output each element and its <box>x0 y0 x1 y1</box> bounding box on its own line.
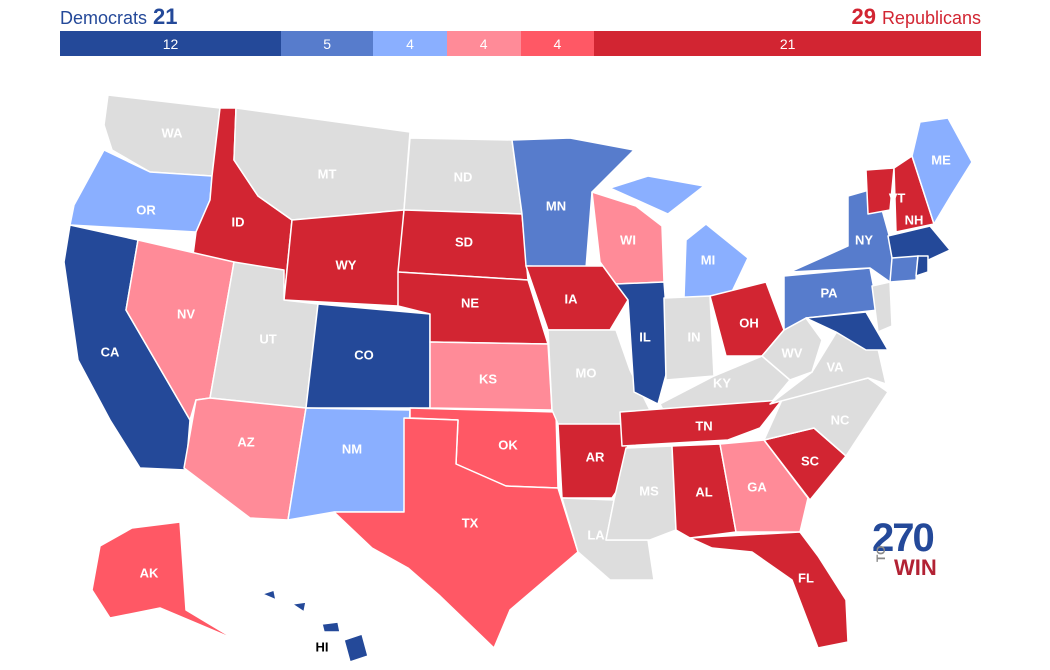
state-label-co: CO <box>354 347 374 362</box>
state-label-ny: NY <box>855 232 873 247</box>
state-ct[interactable] <box>889 255 919 283</box>
state-label-ca: CA <box>101 344 120 359</box>
270towin-logo[interactable]: 270 TO WIN <box>872 518 942 584</box>
democrats-total: Democrats 21 <box>60 4 184 30</box>
state-ri[interactable] <box>915 255 929 277</box>
state-label-ok: OK <box>498 437 518 452</box>
state-label-il: IL <box>639 329 651 344</box>
democrats-count: 21 <box>153 4 178 29</box>
state-al[interactable] <box>671 443 737 539</box>
state-label-or: OR <box>136 202 156 217</box>
state-label-ky: KY <box>713 375 731 390</box>
state-mn[interactable] <box>511 137 635 269</box>
state-label-wy: WY <box>336 257 357 272</box>
state-label-mi: MI <box>701 252 715 267</box>
republicans-total: 29 Republicans <box>845 4 981 30</box>
bar-segment: 5 <box>281 31 374 56</box>
state-me[interactable] <box>911 117 973 225</box>
state-label-ks: KS <box>479 371 497 386</box>
state-mi[interactable] <box>609 175 749 299</box>
state-label-in: IN <box>688 329 701 344</box>
bar-segment: 12 <box>60 31 282 56</box>
logo-to: TO <box>874 545 888 562</box>
logo-win: WIN <box>894 555 937 580</box>
state-label-la: LA <box>587 527 605 542</box>
bar-segment: 21 <box>594 31 982 56</box>
state-label-hi: HI <box>316 639 329 654</box>
state-label-sd: SD <box>455 234 473 249</box>
state-label-sc: SC <box>801 453 820 468</box>
state-label-wa: WA <box>162 125 184 140</box>
state-ma[interactable] <box>887 225 951 263</box>
state-label-pa: PA <box>820 285 838 300</box>
state-ak[interactable] <box>91 521 237 641</box>
state-nm[interactable] <box>287 407 411 521</box>
state-label-az: AZ <box>237 434 254 449</box>
state-az[interactable] <box>183 397 307 521</box>
state-ia[interactable] <box>525 265 629 331</box>
state-tn[interactable] <box>619 399 783 447</box>
state-label-nh: NH <box>905 212 924 227</box>
state-label-ut: UT <box>259 331 276 346</box>
bar-segment: 4 <box>373 31 447 56</box>
state-label-tn: TN <box>695 418 712 433</box>
state-il[interactable] <box>615 281 671 405</box>
header: Democrats 21 29 Republicans <box>60 4 981 30</box>
state-label-ms: MS <box>639 483 659 498</box>
bar-segment: 4 <box>520 31 595 56</box>
state-label-nd: ND <box>454 169 473 184</box>
state-label-tx: TX <box>462 515 479 530</box>
bar-segment: 4 <box>446 31 521 56</box>
state-label-nv: NV <box>177 306 195 321</box>
state-label-nm: NM <box>342 441 362 456</box>
seat-balance-bar: 12 5 4 4 4 21 <box>60 31 982 56</box>
republicans-label: Republicans <box>881 8 981 28</box>
state-label-nc: NC <box>831 412 850 427</box>
state-label-fl: FL <box>798 570 814 585</box>
state-label-wi: WI <box>620 232 636 247</box>
state-hi[interactable] <box>261 589 369 663</box>
state-tx[interactable] <box>333 417 579 649</box>
state-md[interactable] <box>805 311 889 351</box>
state-label-ak: AK <box>140 565 159 580</box>
state-ga[interactable] <box>719 439 809 533</box>
state-label-ar: AR <box>586 449 605 464</box>
state-label-wv: WV <box>782 345 803 360</box>
state-label-id: ID <box>232 214 245 229</box>
state-label-ia: IA <box>565 291 579 306</box>
state-label-ga: GA <box>747 479 767 494</box>
state-label-oh: OH <box>739 315 759 330</box>
state-nj[interactable] <box>871 281 893 333</box>
state-fl[interactable] <box>689 531 849 649</box>
state-label-mn: MN <box>546 198 566 213</box>
state-label-ne: NE <box>461 295 479 310</box>
democrats-label: Democrats <box>60 8 148 28</box>
state-label-me: ME <box>931 152 951 167</box>
state-label-vt: VT <box>889 190 906 205</box>
state-label-mt: MT <box>318 166 337 181</box>
logo-270: 270 <box>872 516 935 560</box>
state-vt[interactable] <box>865 167 895 215</box>
state-label-va: VA <box>826 359 844 374</box>
state-label-mo: MO <box>576 365 597 380</box>
state-label-al: AL <box>695 484 712 499</box>
republicans-count: 29 <box>851 4 876 29</box>
